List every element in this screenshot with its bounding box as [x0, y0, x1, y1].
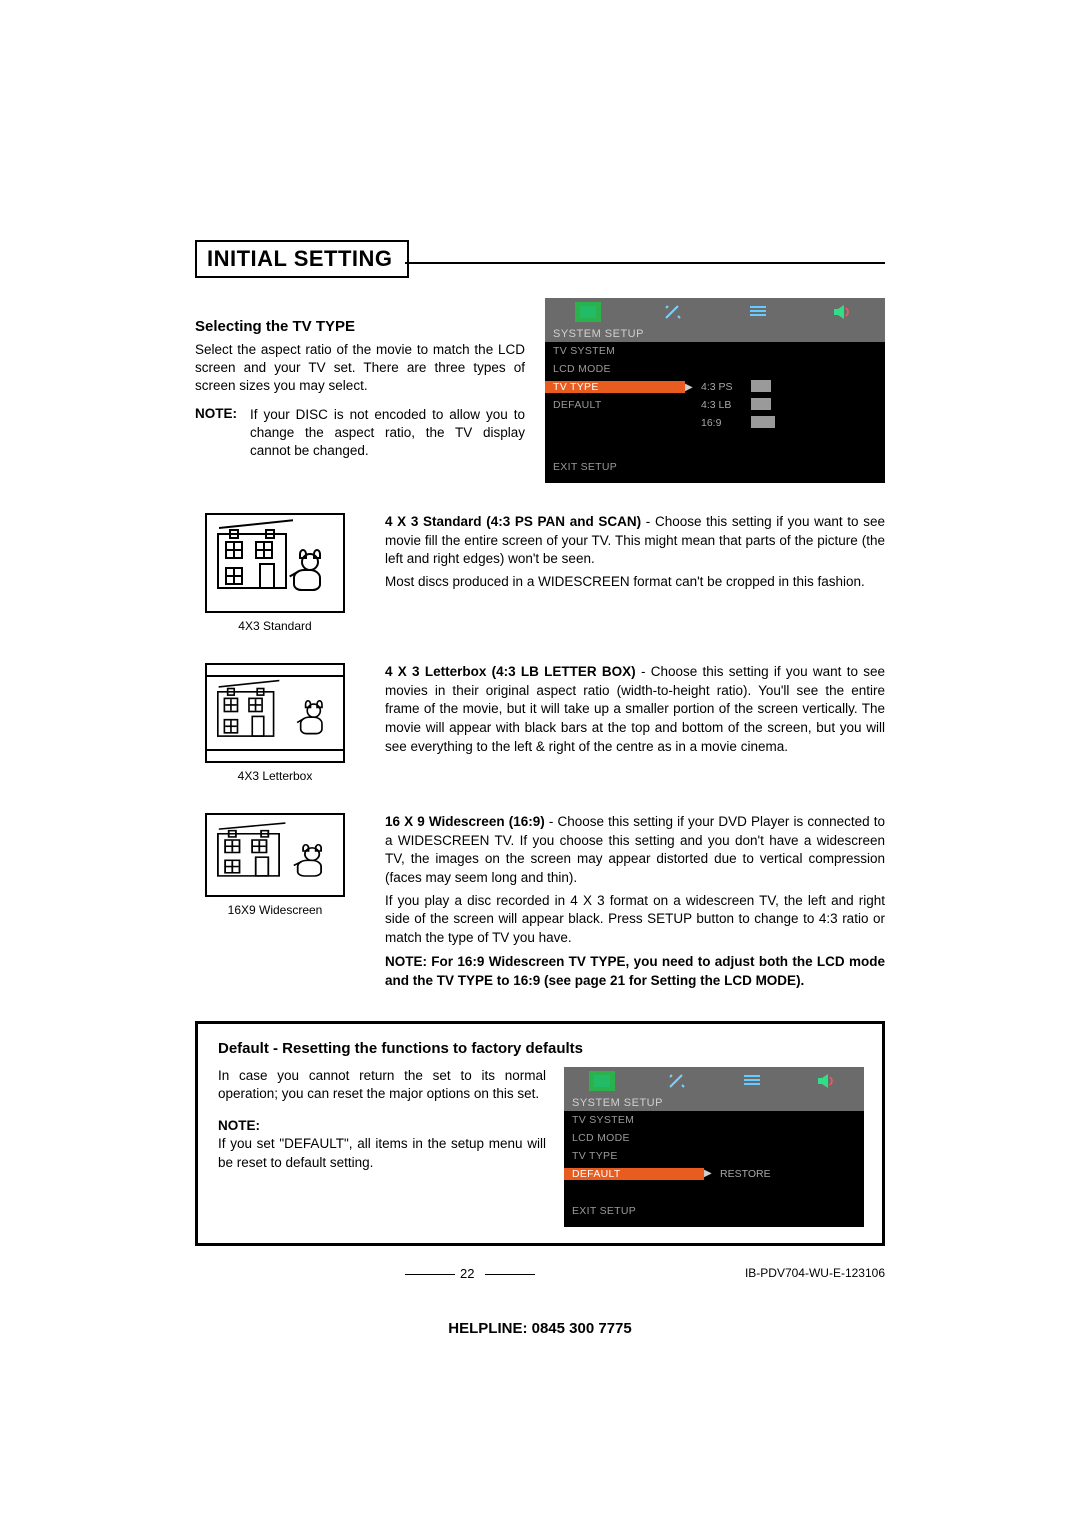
note-body: If your DISC is not encoded to allow you…	[250, 406, 525, 461]
osd-item: TV SYSTEM	[564, 1114, 704, 1126]
default-para: In case you cannot return the set to its…	[218, 1067, 546, 1103]
tv-type-heading: Selecting the TV TYPE	[195, 318, 525, 335]
tv-type-note: NOTE: If your DISC is not encoded to all…	[195, 406, 525, 461]
tv-type-para: Select the aspect ratio of the movie to …	[195, 341, 525, 396]
helpline: HELPLINE: 0845 300 7775	[195, 1320, 885, 1337]
format3-desc: 16 X 9 Widescreen (16:9) - Choose this s…	[385, 813, 885, 888]
osd-section-label: SYSTEM SETUP	[564, 1095, 864, 1111]
osd-item: LCD MODE	[564, 1132, 704, 1144]
osd-item-selected: TV TYPE	[545, 381, 685, 393]
osd-exit: EXIT SETUP	[572, 1205, 636, 1217]
default-note-label: NOTE:	[218, 1117, 546, 1135]
osd-value: RESTORE	[720, 1168, 800, 1180]
page-title: INITIAL SETTING	[195, 240, 409, 278]
aspect-icon	[751, 380, 775, 395]
monitor-icon	[594, 1075, 610, 1087]
format2-desc: 4 X 3 Letterbox (4:3 LB LETTER BOX) - Ch…	[385, 663, 885, 756]
monitor-icon	[580, 306, 596, 318]
osd-tab-audio	[715, 298, 800, 326]
manual-page: INITIAL SETTING Selecting the TV TYPE Se…	[195, 240, 885, 1337]
osd-value: 4:3 PS	[701, 381, 751, 393]
format2-bold: 4 X 3 Letterbox (4:3 LB LETTER BOX)	[385, 664, 636, 679]
osd-item: DEFAULT	[545, 399, 685, 411]
osd-item-selected: DEFAULT	[564, 1168, 704, 1180]
format1-bold: 4 X 3 Standard (4:3 PS PAN and SCAN)	[385, 514, 641, 529]
tv-type-text-col: Selecting the TV TYPE Select the aspect …	[195, 298, 525, 460]
illus-4x3-letterbox: 4X3 Letterbox	[195, 663, 355, 783]
aspect-icon	[751, 416, 775, 431]
tools-icon	[664, 304, 682, 320]
illus-caption: 16X9 Widescreen	[195, 903, 355, 917]
osd-item: TV TYPE	[564, 1150, 704, 1162]
page-footer: 22 IB-PDV704-WU-E-123106	[195, 1266, 885, 1306]
osd-value: 16:9	[701, 417, 751, 429]
osd-tv-type: SYSTEM SETUP TV SYSTEM LCD MODE TV TYPE …	[545, 298, 885, 483]
format3-bold: 16 X 9 Widescreen (16:9)	[385, 814, 545, 829]
format1-text2: Most discs produced in a WIDESCREEN form…	[385, 573, 885, 592]
illus-caption: 4X3 Letterbox	[195, 769, 355, 783]
illus-16x9: 16X9 Widescreen	[195, 813, 355, 991]
osd-tabs	[545, 298, 885, 326]
osd-default: SYSTEM SETUP TV SYSTEM LCD MODE TV TYPE …	[564, 1067, 864, 1227]
illus-caption: 4X3 Standard	[195, 619, 355, 633]
osd-tab-speaker	[800, 298, 885, 326]
arrow-right-icon: ▶	[685, 382, 701, 393]
osd-section-label: SYSTEM SETUP	[545, 326, 885, 342]
aspect-icon	[751, 398, 775, 413]
page-number: 22	[460, 1266, 474, 1281]
format3-note: NOTE: For 16:9 Widescreen TV TYPE, you n…	[385, 953, 885, 990]
default-note-body: If you set "DEFAULT", all items in the s…	[218, 1135, 546, 1171]
document-id: IB-PDV704-WU-E-123106	[745, 1266, 885, 1280]
format1-desc: 4 X 3 Standard (4:3 PS PAN and SCAN) - C…	[385, 513, 885, 569]
illus-4x3-standard: 4X3 Standard	[195, 513, 355, 633]
osd-item: LCD MODE	[545, 363, 685, 375]
osd-exit: EXIT SETUP	[553, 461, 617, 473]
osd-item: TV SYSTEM	[545, 345, 685, 357]
speaker-icon	[834, 305, 852, 319]
osd-tab-video	[630, 298, 715, 326]
osd-tab-video	[639, 1067, 714, 1095]
tools-icon	[668, 1073, 686, 1089]
speaker-icon	[818, 1074, 836, 1088]
arrow-right-icon: ▶	[704, 1168, 720, 1179]
default-heading: Default - Resetting the functions to fac…	[218, 1040, 864, 1057]
bars-icon	[750, 306, 766, 318]
note-label: NOTE:	[195, 406, 250, 461]
format3-text2: If you play a disc recorded in 4 X 3 for…	[385, 892, 885, 948]
title-rule	[405, 262, 885, 264]
osd-tab-general	[564, 1067, 639, 1095]
osd-tab-general	[545, 298, 630, 326]
osd-value: 4:3 LB	[701, 399, 751, 411]
default-section: Default - Resetting the functions to fac…	[195, 1021, 885, 1246]
bars-icon	[744, 1075, 760, 1087]
osd-tab-speaker	[789, 1067, 864, 1095]
osd-tab-audio	[714, 1067, 789, 1095]
